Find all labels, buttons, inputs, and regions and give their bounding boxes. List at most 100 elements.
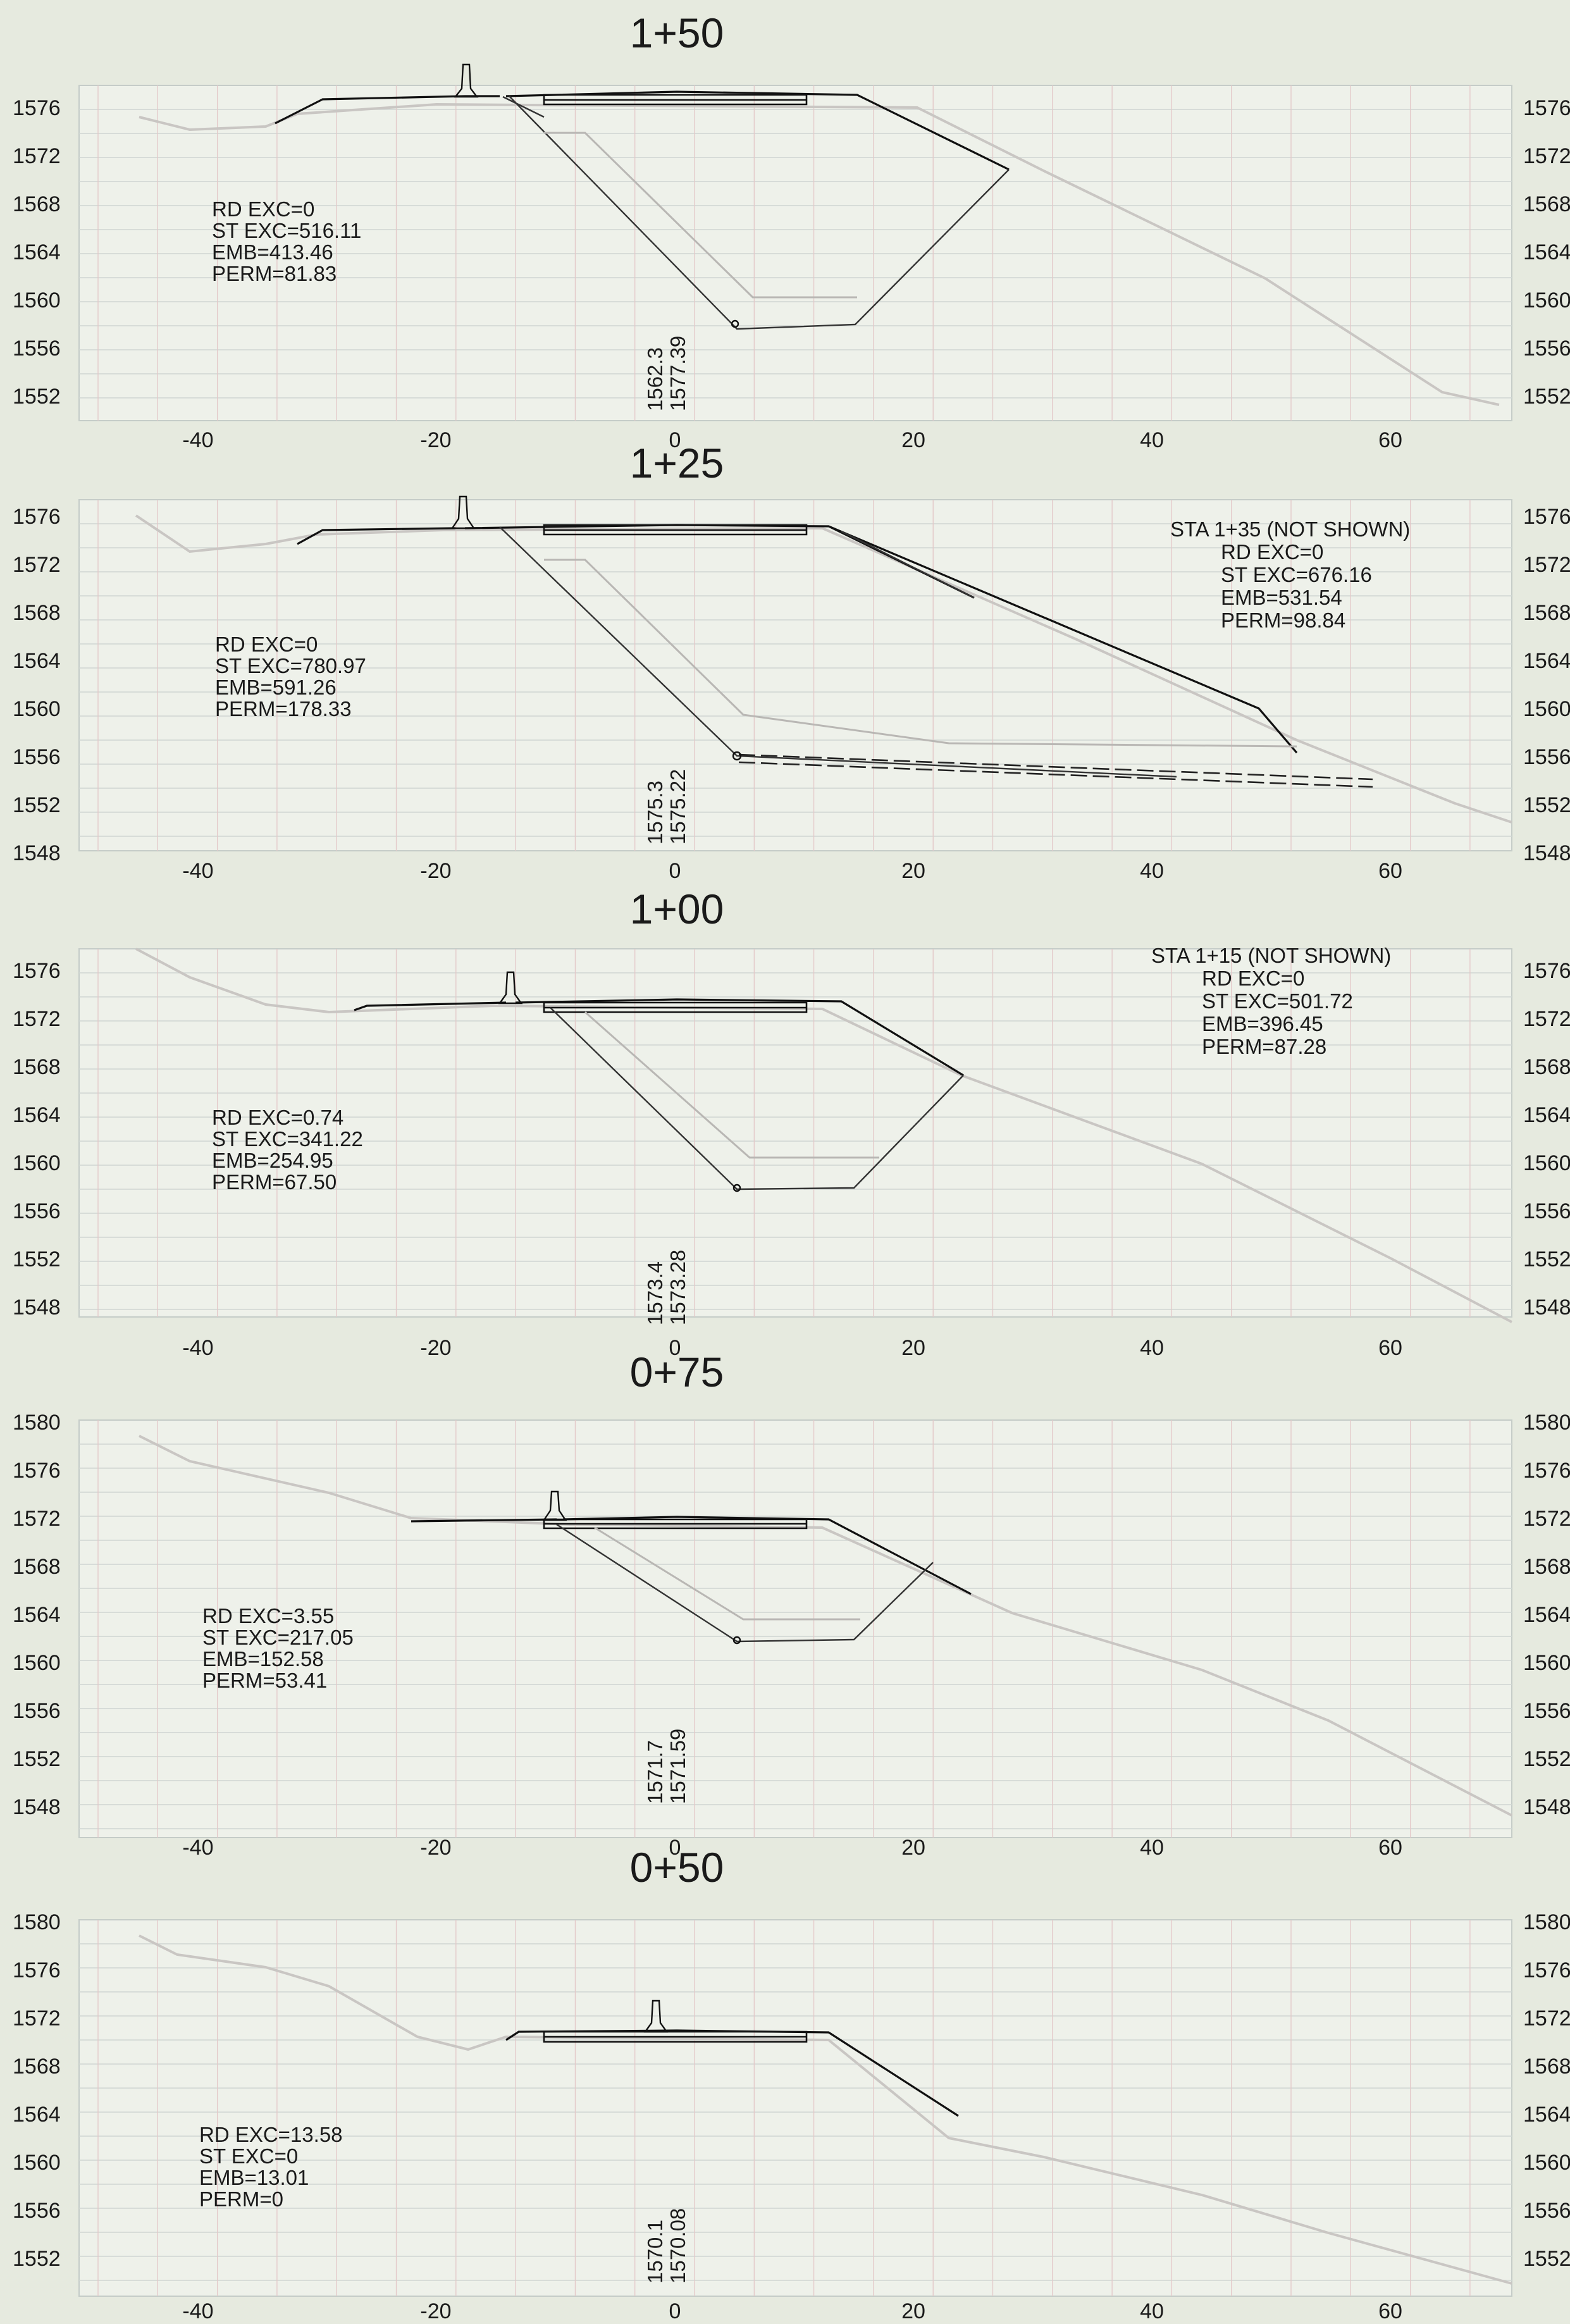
- stone-excavation-limit: [544, 132, 857, 299]
- y-tick: 1564: [1523, 2103, 1570, 2127]
- y-tick: 1552: [1523, 1247, 1570, 1271]
- y-tick: 1560: [1523, 2151, 1570, 2175]
- x-tick: 60: [1378, 1336, 1402, 1360]
- y-tick: 1552: [13, 1247, 61, 1271]
- centerline-elevations: 1570.1 1570.08: [643, 2208, 689, 2284]
- y-tick: 1576: [1523, 1958, 1570, 1982]
- y-tick: 1556: [13, 1199, 61, 1223]
- panel-1-50: 1+50 1576 1572 1568 1564 1560 1556 1552 …: [13, 9, 1570, 452]
- panel-0-50: 0+50 1580 1576 1572 1568 1564 1560 1556 …: [13, 1844, 1570, 2323]
- y-tick: 1576: [1523, 1459, 1570, 1483]
- point-marker: [731, 319, 739, 328]
- elevation-label: 1575.22: [666, 769, 689, 844]
- y-tick: 1560: [1523, 288, 1570, 312]
- section-title: 1+00: [630, 886, 724, 932]
- x-axis: -40 -20 0 20 40 60: [182, 2299, 1402, 2323]
- pavement-layer: [543, 524, 808, 536]
- x-axis: -40 -20 0 20 40 60: [182, 859, 1402, 883]
- y-tick: 1560: [1523, 1651, 1570, 1675]
- y-tick: 1580: [1523, 1910, 1570, 1934]
- y-tick: 1560: [13, 1151, 61, 1175]
- x-tick: 40: [1140, 428, 1164, 452]
- y-tick: 1576: [13, 505, 61, 529]
- adjacent-station-note: STA 1+35 (NOT SHOWN) RD EXC=0 ST EXC=676…: [1170, 517, 1410, 632]
- y-tick: 1568: [13, 1055, 61, 1079]
- grid: [79, 85, 1512, 421]
- annotation-line: ST EXC=341.22: [212, 1127, 363, 1151]
- annotation-line: ST EXC=0: [199, 2144, 298, 2168]
- x-axis: -40 -20 0 20 40 60: [182, 1836, 1402, 1860]
- point-marker: [732, 751, 742, 761]
- x-axis: -40 -20 0 20 40 60: [182, 428, 1402, 452]
- pipe-dashed-upper: [738, 753, 1373, 781]
- y-tick: 1564: [1523, 649, 1570, 673]
- y-tick: 1568: [1523, 1555, 1570, 1579]
- pavement-layer: [543, 1001, 808, 1013]
- y-tick: 1580: [13, 1411, 61, 1435]
- y-tick: 1560: [13, 1651, 61, 1675]
- y-tick: 1576: [13, 959, 61, 983]
- elevation-label: 1571.7: [643, 1740, 667, 1804]
- note-title: STA 1+15 (NOT SHOWN): [1151, 944, 1391, 967]
- y-tick: 1548: [1523, 1295, 1570, 1320]
- annotation-line: ST EXC=516.11: [212, 219, 361, 242]
- x-tick: -20: [420, 1836, 451, 1860]
- y-tick: 1572: [13, 1007, 61, 1031]
- annotation-line: PERM=81.83: [212, 262, 337, 285]
- y-tick: 1548: [13, 841, 61, 865]
- y-tick: 1564: [13, 240, 61, 264]
- y-tick: 1572: [13, 2006, 61, 2030]
- x-tick: -40: [182, 2299, 213, 2323]
- point-marker: [732, 1184, 741, 1192]
- y-tick: 1580: [13, 1910, 61, 1934]
- y-tick: 1556: [13, 745, 61, 769]
- elevation-label: 1570.08: [666, 2208, 689, 2284]
- section-title: 0+75: [630, 1349, 724, 1395]
- y-tick: 1560: [13, 288, 61, 312]
- x-tick: 0: [669, 428, 681, 452]
- section-geometry: [135, 495, 1512, 824]
- elevation-label: 1570.1: [643, 2220, 667, 2284]
- grid: [79, 949, 1512, 1317]
- x-axis: -40 -20 0 20 40 60: [182, 1336, 1402, 1360]
- x-tick: 60: [1378, 859, 1402, 883]
- y-tick: 1564: [13, 2103, 61, 2127]
- x-tick: 20: [901, 859, 925, 883]
- adjacent-station-note: STA 1+15 (NOT SHOWN) RD EXC=0 ST EXC=501…: [1151, 944, 1391, 1058]
- note-line: ST EXC=501.72: [1202, 989, 1353, 1013]
- y-tick: 1576: [13, 1459, 61, 1483]
- stone-excavation-limit: [594, 1526, 860, 1621]
- grid: [79, 1920, 1512, 2296]
- y-tick: 1572: [1523, 1507, 1570, 1531]
- y-tick: 1572: [13, 1507, 61, 1531]
- note-line: RD EXC=0: [1202, 967, 1304, 990]
- centerline-elevations: 1571.7 1571.59: [643, 1729, 689, 1804]
- annotation-line: PERM=0: [199, 2187, 283, 2211]
- y-tick: 1568: [13, 1555, 61, 1579]
- y-tick: 1568: [1523, 1055, 1570, 1079]
- x-tick: -40: [182, 428, 213, 452]
- embankment-outline: [550, 1007, 964, 1190]
- y-tick: 1572: [1523, 2006, 1570, 2030]
- y-tick: 1576: [13, 1958, 61, 1982]
- y-tick: 1572: [1523, 1007, 1570, 1031]
- embankment-outline: [499, 526, 1177, 778]
- y-tick: 1568: [1523, 192, 1570, 216]
- panel-1-00: 1+00 1576 1572 1568 1564 1560 1556 1552 …: [13, 886, 1570, 1360]
- pavement-layer: [543, 94, 808, 106]
- y-tick: 1568: [13, 192, 61, 216]
- guardrail-symbol: [454, 63, 479, 98]
- y-tick: 1548: [13, 1295, 61, 1320]
- y-tick: 1556: [13, 1699, 61, 1723]
- y-tick: 1560: [1523, 697, 1570, 721]
- annotation-line: EMB=413.46: [212, 240, 333, 264]
- x-tick: 60: [1378, 428, 1402, 452]
- quantities-annotation: RD EXC=0 ST EXC=516.11 EMB=413.46 PERM=8…: [212, 197, 361, 285]
- guardrail-symbol: [542, 1490, 567, 1521]
- note-title: STA 1+35 (NOT SHOWN): [1170, 517, 1410, 541]
- embankment-outline: [556, 1523, 934, 1643]
- x-tick: 0: [669, 1336, 681, 1360]
- y-tick: 1560: [1523, 1151, 1570, 1175]
- y-tick: 1552: [1523, 385, 1570, 409]
- y-axis-right: 1576 1572 1568 1564 1560 1556 1552 1548: [1523, 505, 1570, 865]
